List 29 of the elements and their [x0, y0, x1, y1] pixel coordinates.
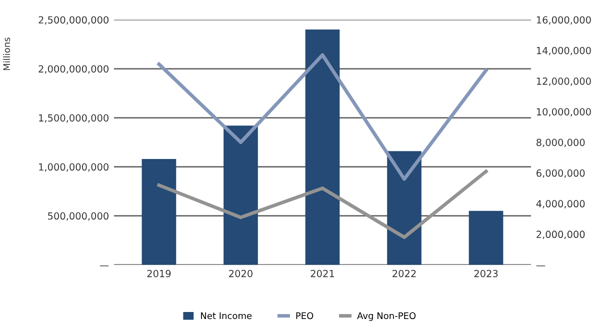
- y2-tick-label: 12,000,000: [536, 77, 591, 86]
- legend-label: PEO: [296, 312, 314, 320]
- y2-tick-label: 8,000,000: [536, 138, 585, 148]
- y2-tick-label: 14,000,000: [536, 46, 591, 56]
- x-tick-label: 2019: [147, 270, 171, 278]
- y2-tick-label: 2,000,000: [536, 230, 585, 240]
- y-tick-label: 500,000,000: [48, 212, 108, 221]
- x-tick-label: 2023: [474, 270, 498, 278]
- y-tick-label: 2,500,000,000: [38, 16, 108, 25]
- bar: [224, 126, 258, 265]
- line-series: [157, 170, 488, 240]
- bar: [468, 210, 504, 265]
- legend-label: Avg Non-PEO: [357, 312, 416, 321]
- line-series: [157, 53, 488, 181]
- y-tick-label: 1,000,000,000: [39, 163, 108, 172]
- y2-tick-label: 6,000,000: [536, 169, 585, 178]
- bar: [305, 30, 340, 265]
- legend-label: Net Income: [201, 312, 252, 320]
- x-tick-label: 2020: [229, 270, 252, 278]
- y2-tick-label: 16,000,000: [536, 16, 591, 25]
- bar: [387, 151, 422, 265]
- y-tick-label: 1,500,000,000: [39, 114, 108, 123]
- x-tick-label: 2021: [310, 270, 334, 278]
- x-tick-label: 2022: [392, 270, 416, 278]
- y2-tick-label: 10,000,000: [536, 108, 591, 116]
- y2-tick-label: 4,000,000: [536, 200, 585, 208]
- y-tick-label: 2,000,000,000: [38, 65, 108, 74]
- bar: [142, 158, 176, 265]
- y-axis-title: Millions: [3, 38, 10, 70]
